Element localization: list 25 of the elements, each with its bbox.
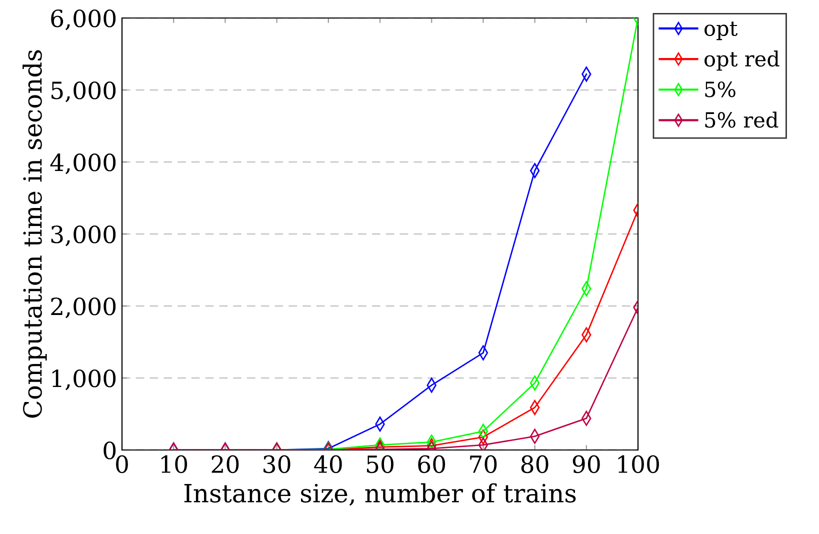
- x-tick-label: 80: [521, 455, 548, 474]
- x-tick-label: 20: [212, 455, 239, 474]
- x-tick-label: 70: [470, 455, 497, 474]
- x-tick-label: 50: [366, 455, 394, 474]
- legend-label: 5% red: [705, 112, 778, 128]
- x-tick-label: 30: [264, 455, 290, 474]
- legend-label: opt red: [704, 50, 780, 71]
- y-tick-label: 0: [104, 441, 116, 460]
- point: [478, 437, 488, 450]
- x-tick-label: 90: [572, 455, 600, 474]
- x-tick-label: 40: [314, 455, 342, 474]
- x-tick-label: 0: [116, 455, 128, 474]
- y-tick-label: 3,000: [51, 225, 116, 246]
- x-tick-label: 100: [618, 455, 659, 474]
- y-axis-title: Computation time in seconds: [22, 50, 47, 418]
- y-tick-label: 2,000: [51, 297, 116, 318]
- legend-label: opt: [704, 22, 738, 40]
- x-tick-label: 60: [418, 455, 446, 474]
- y-tick-label: 5,000: [52, 81, 116, 102]
- y-tick-label: 6,000: [51, 9, 116, 30]
- y-tick-label: 1,000: [52, 369, 116, 390]
- y-tick-label: 4,000: [50, 153, 116, 174]
- x-tick-label: 10: [161, 455, 188, 474]
- legend-label: 5%: [705, 81, 736, 98]
- x-axis-title: Instance size, number of trains: [184, 483, 576, 506]
